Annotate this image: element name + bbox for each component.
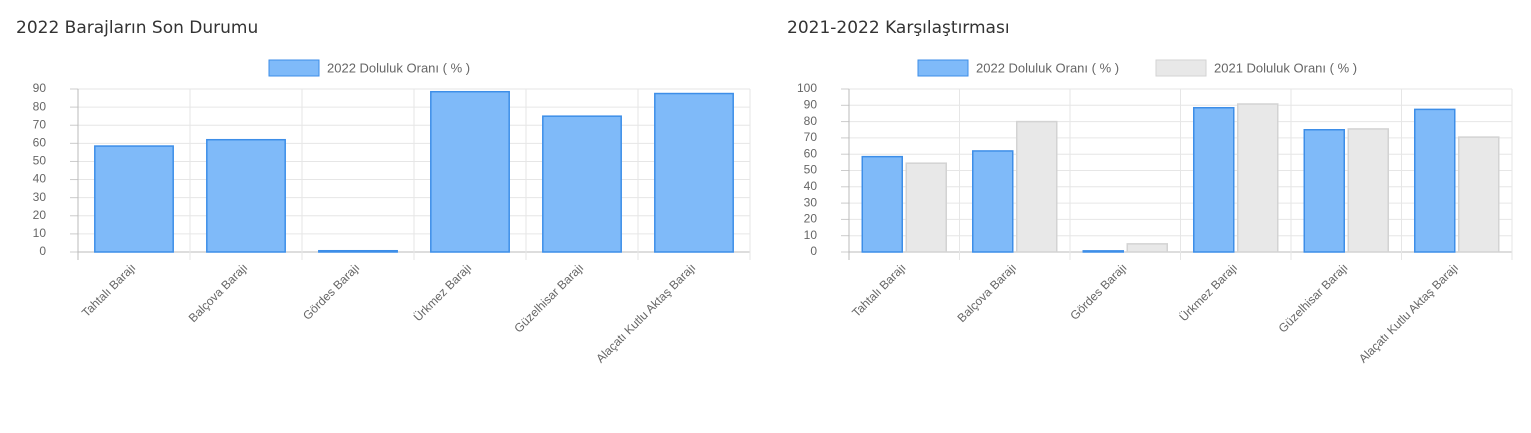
bar bbox=[430, 90, 510, 253]
x-tick-label: Güzelhisar Barajı bbox=[511, 260, 586, 335]
legend-label: 2022 Doluluk Oranı ( % ) bbox=[327, 60, 470, 75]
y-tick-label: 70 bbox=[33, 117, 47, 131]
y-tick-label: 40 bbox=[804, 179, 818, 193]
bar bbox=[318, 249, 398, 253]
legend-label: 2022 Doluluk Oranı ( % ) bbox=[976, 60, 1119, 75]
x-tick-label: Alaçatı Kutlu Aktaş Barajı bbox=[593, 260, 698, 365]
y-tick-label: 100 bbox=[797, 81, 817, 95]
legend-swatch bbox=[917, 59, 969, 77]
y-tick-label: 30 bbox=[804, 195, 818, 209]
bar bbox=[1414, 108, 1456, 253]
bar bbox=[1082, 250, 1125, 253]
x-tick-label: Alaçatı Kutlu Aktaş Barajı bbox=[1356, 260, 1461, 365]
bar bbox=[1016, 120, 1058, 253]
bar bbox=[1126, 243, 1168, 253]
y-tick-label: 90 bbox=[33, 81, 47, 95]
x-tick-label: Gördes Barajı bbox=[300, 260, 362, 322]
legend-label: 2021 Doluluk Oranı ( % ) bbox=[1214, 60, 1357, 75]
bar bbox=[905, 162, 947, 253]
x-tick-label: Ürkmez Barajı bbox=[411, 260, 475, 324]
bar bbox=[1303, 129, 1346, 253]
y-tick-label: 60 bbox=[804, 146, 818, 160]
y-tick-label: 70 bbox=[804, 130, 818, 144]
y-tick-label: 20 bbox=[804, 212, 818, 226]
y-tick-label: 0 bbox=[810, 244, 817, 258]
bar bbox=[94, 145, 174, 253]
x-tick-label: Tahtalı Barajı bbox=[849, 260, 908, 319]
x-tick-label: Tahtalı Barajı bbox=[79, 260, 138, 319]
y-tick-label: 90 bbox=[804, 97, 818, 111]
bar bbox=[1458, 136, 1500, 253]
y-tick-label: 50 bbox=[33, 154, 47, 168]
y-tick-label: 80 bbox=[804, 114, 818, 128]
legend-swatch bbox=[268, 59, 320, 77]
chart-title: 2022 Barajların Son Durumu bbox=[16, 18, 258, 38]
bar bbox=[654, 92, 734, 253]
y-tick-label: 50 bbox=[804, 163, 818, 177]
x-tick-label: Ürkmez Barajı bbox=[1176, 260, 1240, 324]
y-tick-label: 10 bbox=[33, 226, 47, 240]
x-tick-label: Balçova Barajı bbox=[186, 260, 251, 325]
bar bbox=[1193, 106, 1235, 253]
y-tick-label: 40 bbox=[33, 172, 47, 186]
bar bbox=[206, 138, 286, 253]
chart-title: 2021-2022 Karşılaştırması bbox=[787, 18, 1010, 38]
y-tick-label: 30 bbox=[33, 190, 47, 204]
y-tick-label: 0 bbox=[39, 244, 46, 258]
bar bbox=[542, 115, 622, 253]
y-tick-label: 80 bbox=[33, 99, 47, 113]
bar bbox=[1347, 128, 1389, 253]
bar bbox=[1237, 103, 1279, 253]
x-tick-label: Balçova Barajı bbox=[955, 260, 1020, 325]
x-tick-label: Gördes Barajı bbox=[1067, 260, 1129, 322]
y-tick-label: 60 bbox=[33, 136, 47, 150]
bar bbox=[972, 150, 1014, 253]
y-tick-label: 20 bbox=[33, 208, 47, 222]
legend-swatch bbox=[1155, 59, 1207, 77]
x-tick-label: Güzelhisar Barajı bbox=[1276, 260, 1351, 335]
y-tick-label: 10 bbox=[804, 228, 818, 242]
bar bbox=[861, 155, 904, 253]
